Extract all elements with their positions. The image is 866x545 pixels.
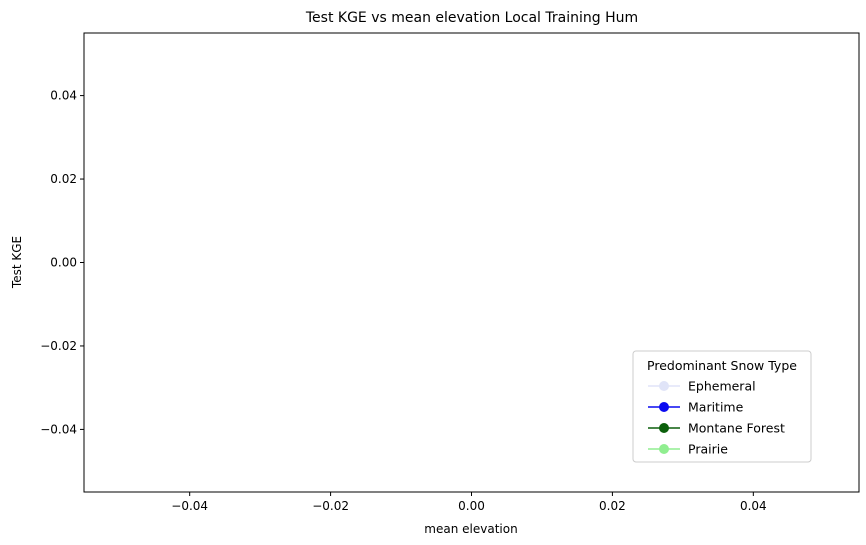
legend-title: Predominant Snow Type: [647, 358, 797, 373]
legend-frame: [632, 350, 812, 463]
legend-entry-label: Maritime: [688, 400, 744, 415]
legend-entry-label: Montane Forest: [688, 421, 785, 436]
legend-marker: [659, 402, 669, 412]
x-tick-label: 0.00: [458, 499, 485, 513]
x-axis-label: mean elevation: [424, 522, 517, 536]
legend-entries: Ephemeral Maritime Montane Forest Prairie: [648, 379, 785, 457]
x-tick-label: 0.02: [599, 499, 626, 513]
y-tick-label: −0.02: [40, 339, 77, 353]
y-tick-label: −0.04: [40, 422, 77, 436]
legend-marker: [659, 381, 669, 391]
x-tick-label: −0.02: [312, 499, 349, 513]
plot-frame: [83, 32, 860, 493]
legend-entry-label: Ephemeral: [688, 379, 756, 394]
y-axis-ticks: −0.04 −0.02 0.00 0.02 0.04: [40, 89, 84, 436]
legend-entry-label: Prairie: [688, 442, 728, 457]
legend-marker: [659, 423, 669, 433]
y-axis-label: Test KGE: [10, 236, 24, 289]
chart-title: Test KGE vs mean elevation Local Trainin…: [305, 10, 638, 26]
x-tick-label: 0.04: [740, 499, 767, 513]
x-tick-label: −0.04: [171, 499, 208, 513]
y-tick-label: 0.02: [50, 172, 77, 186]
x-axis-ticks: −0.04 −0.02 0.00 0.02 0.04: [171, 492, 767, 513]
y-tick-label: 0.04: [50, 89, 77, 103]
y-tick-label: 0.00: [50, 256, 77, 270]
legend-marker: [659, 444, 669, 454]
legend: Predominant Snow Type Ephemeral Maritime M…: [632, 350, 812, 463]
